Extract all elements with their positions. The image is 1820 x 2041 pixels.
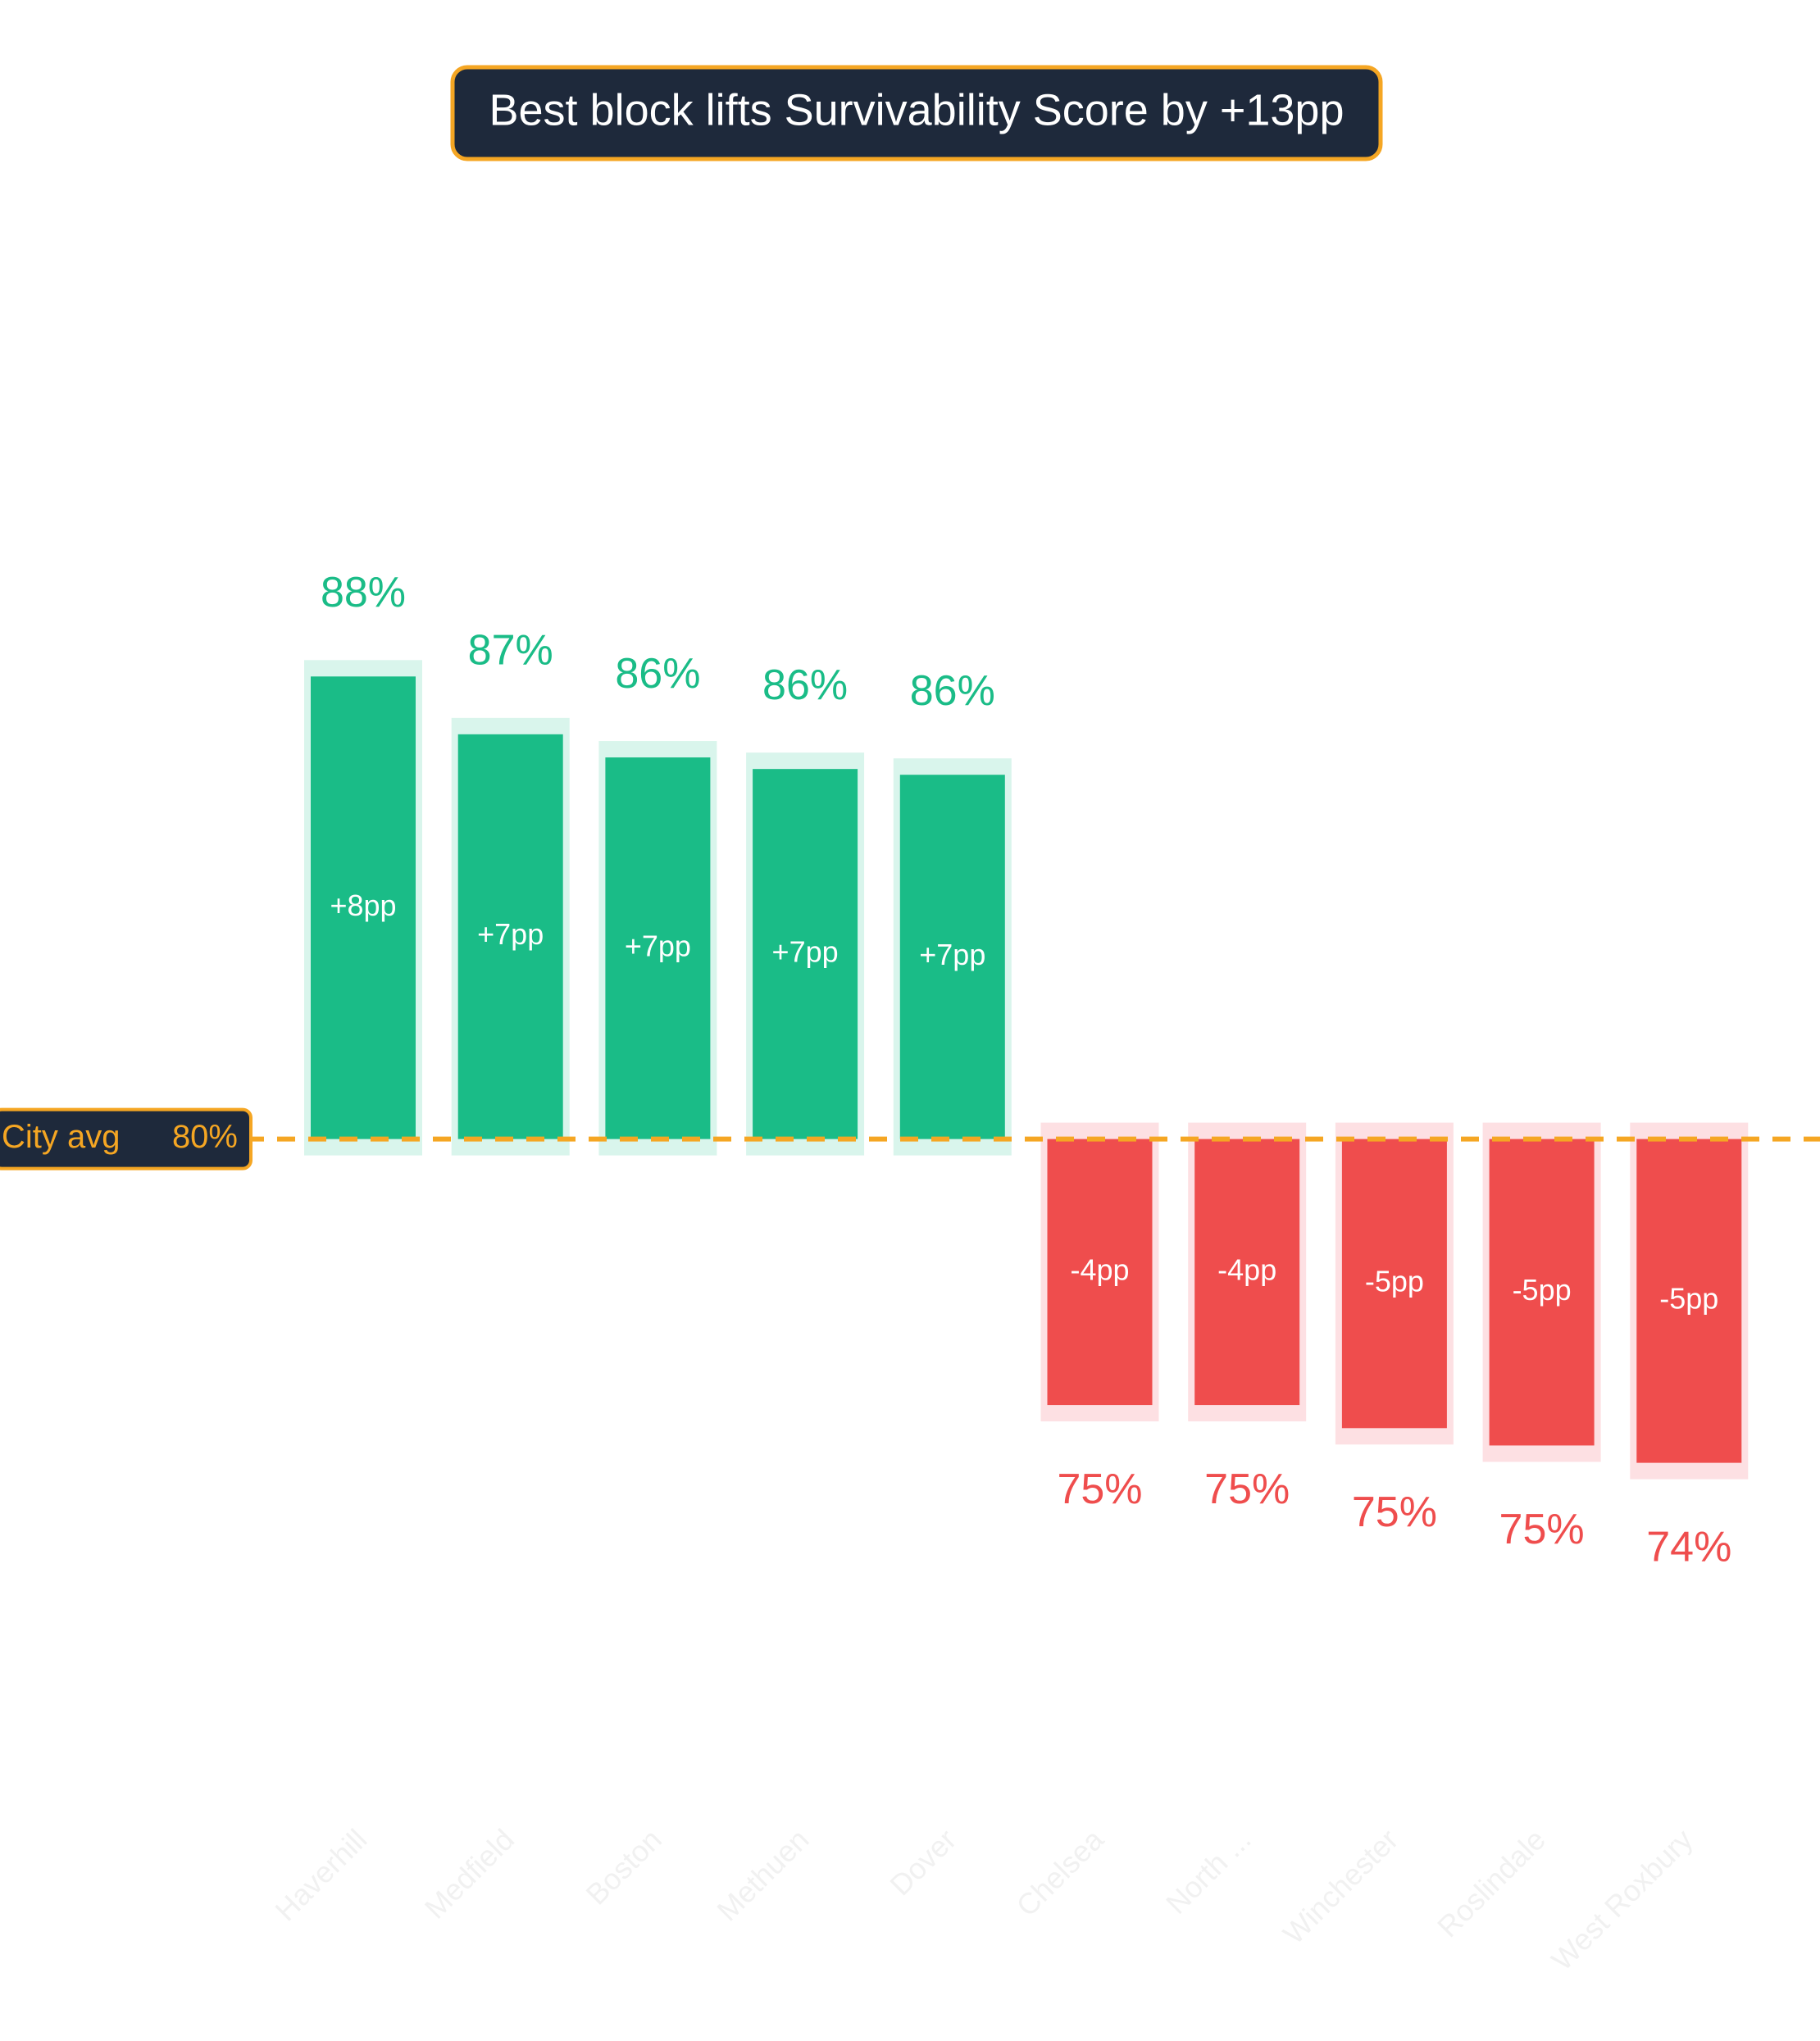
bar xyxy=(1194,1139,1300,1406)
delta-label: -5pp xyxy=(1659,1282,1718,1316)
bar xyxy=(899,775,1005,1139)
delta-label: -4pp xyxy=(1217,1252,1276,1286)
value-label: 75% xyxy=(1057,1466,1142,1513)
value-label: 74% xyxy=(1646,1523,1731,1571)
delta-label: +7pp xyxy=(772,934,839,968)
title-box xyxy=(450,65,1383,161)
value-label: 75% xyxy=(1499,1506,1585,1553)
x-tick-label: Chelsea xyxy=(1009,1822,1110,1923)
delta-label: -5pp xyxy=(1365,1264,1424,1298)
bar xyxy=(1489,1139,1595,1446)
bar xyxy=(1047,1139,1153,1406)
value-label: 88% xyxy=(321,569,406,616)
x-tick-label: Medfield xyxy=(418,1822,521,1925)
x-tick-label: Methuen xyxy=(710,1822,815,1927)
delta-label: +7pp xyxy=(625,929,691,962)
reference-box xyxy=(0,1107,253,1171)
x-tick-label: Dover xyxy=(883,1822,962,1902)
reference-value-label: 80% xyxy=(172,1119,238,1155)
bar xyxy=(1636,1139,1742,1463)
value-label: 86% xyxy=(615,650,700,698)
value-label: 75% xyxy=(1352,1489,1437,1536)
chart-title: Best block lifts Survivability Score by … xyxy=(489,85,1345,134)
bar xyxy=(605,757,711,1139)
x-tick-label: Boston xyxy=(580,1822,668,1911)
delta-label: +8pp xyxy=(330,889,396,922)
delta-label: +7pp xyxy=(477,917,544,951)
delta-label: +7pp xyxy=(919,938,985,971)
value-label: 86% xyxy=(910,667,995,715)
bar xyxy=(1341,1139,1447,1429)
x-tick-label: Winchester xyxy=(1276,1822,1404,1950)
bar xyxy=(457,734,563,1139)
value-label: 87% xyxy=(468,627,553,675)
delta-label: -4pp xyxy=(1070,1252,1129,1286)
delta-label: -5pp xyxy=(1513,1273,1572,1307)
x-tick-label: West Roxbury xyxy=(1545,1822,1699,1976)
x-tick-label: Roslindale xyxy=(1431,1822,1552,1943)
value-label: 86% xyxy=(762,661,848,709)
bar xyxy=(311,676,416,1139)
value-label: 75% xyxy=(1204,1466,1290,1513)
x-tick-label: Haverhill xyxy=(268,1822,373,1927)
reference-label: City avg xyxy=(2,1119,121,1155)
bar xyxy=(753,769,858,1139)
x-tick-label: North ... xyxy=(1159,1822,1258,1921)
